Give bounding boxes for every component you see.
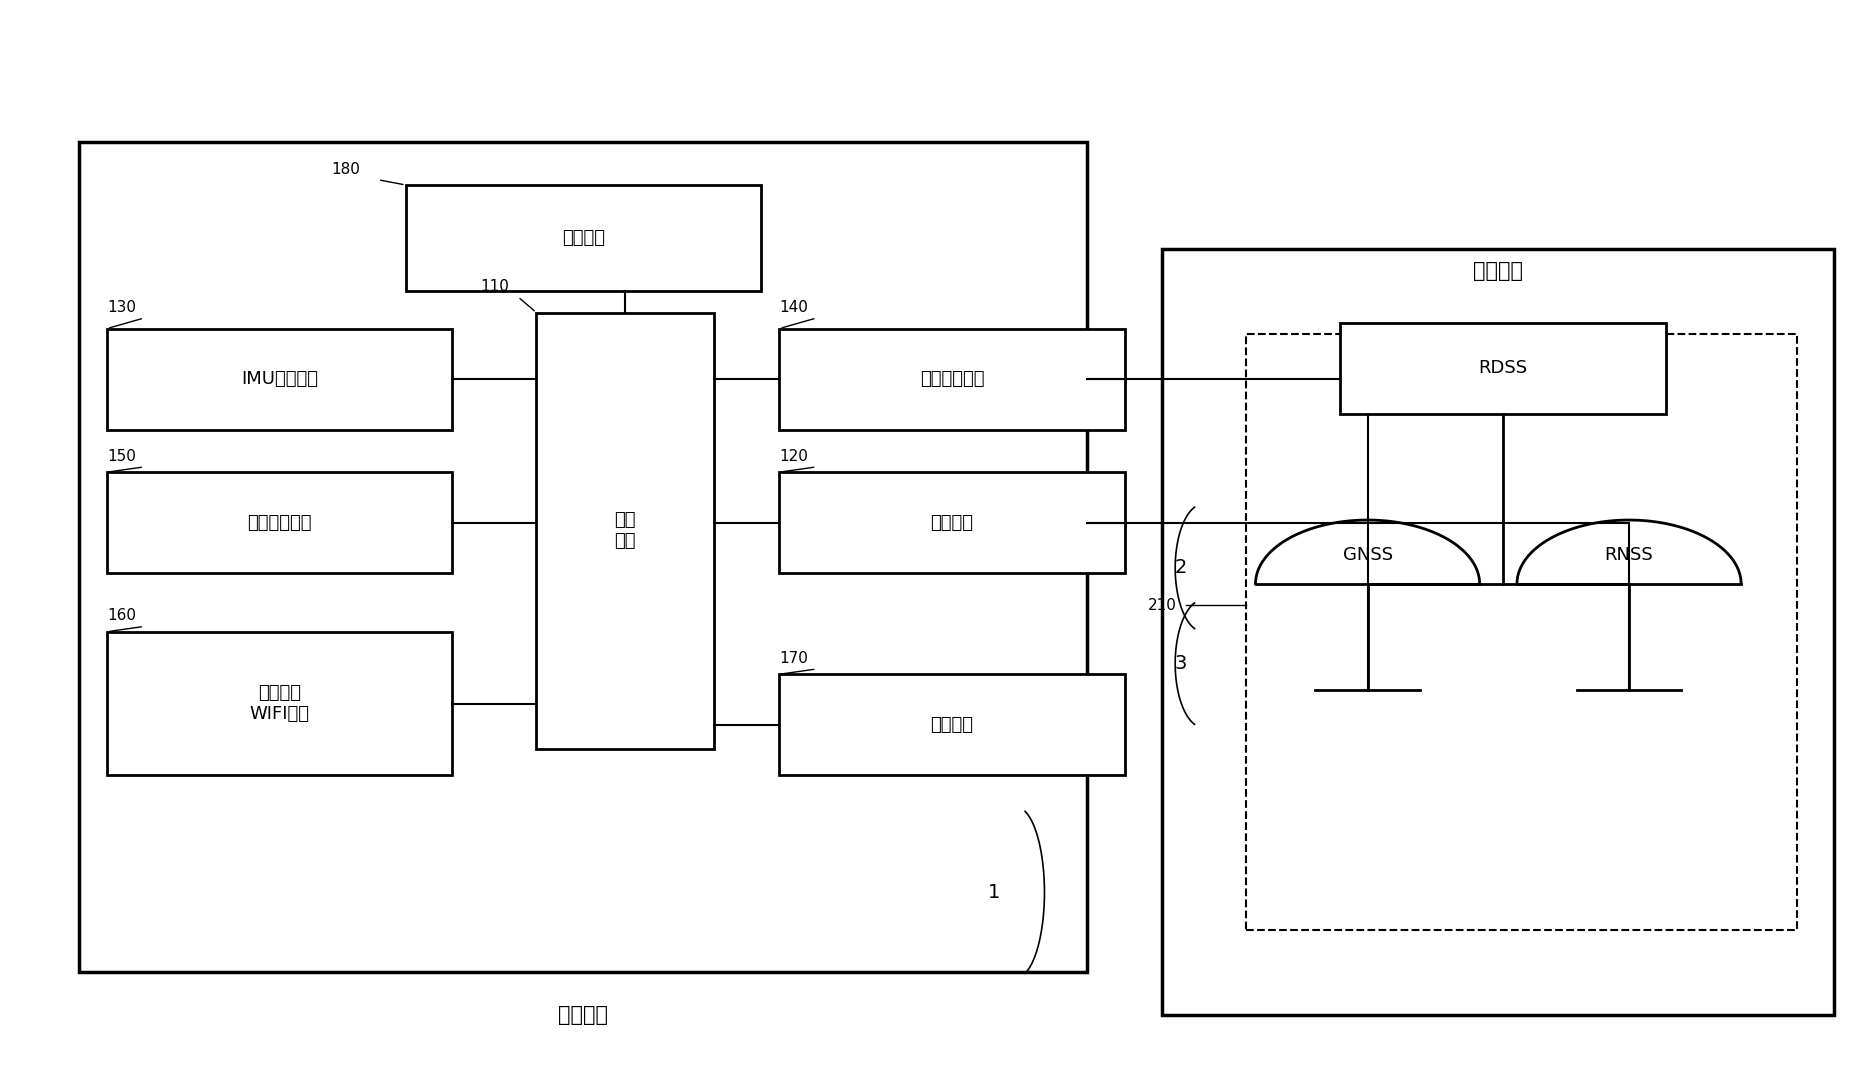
Bar — [1339, 324, 1666, 414]
Text: 3: 3 — [1174, 654, 1188, 673]
Bar — [107, 631, 452, 775]
Text: 130: 130 — [107, 300, 135, 315]
Text: RNSS: RNSS — [1604, 546, 1653, 564]
Text: 150: 150 — [107, 449, 135, 464]
Bar — [779, 472, 1126, 574]
Text: 控制
模块: 控制 模块 — [615, 511, 636, 550]
Text: 导航模块: 导航模块 — [930, 513, 974, 532]
Bar — [405, 185, 760, 292]
Text: 210: 210 — [1148, 597, 1176, 612]
Text: IMU测量模块: IMU测量模块 — [242, 370, 319, 388]
Bar — [107, 472, 452, 574]
Bar — [79, 143, 1088, 972]
Bar — [779, 674, 1126, 775]
Text: 170: 170 — [779, 651, 809, 666]
Text: 120: 120 — [779, 449, 809, 464]
Text: GNSS: GNSS — [1343, 546, 1392, 564]
Text: 北斗数传模块: 北斗数传模块 — [919, 370, 985, 388]
Text: 数据存储模块: 数据存储模块 — [248, 513, 311, 532]
Text: 本地无线
WIFI模块: 本地无线 WIFI模块 — [250, 684, 310, 723]
Bar — [1161, 249, 1835, 1015]
Text: 1: 1 — [989, 883, 1000, 902]
Text: 180: 180 — [330, 162, 360, 177]
Text: 舡内组件: 舡内组件 — [559, 1004, 608, 1025]
Text: 集成电池: 集成电池 — [561, 229, 604, 248]
Bar — [1246, 333, 1797, 929]
Text: 110: 110 — [480, 279, 508, 294]
Bar — [107, 329, 452, 430]
Bar — [779, 329, 1126, 430]
Text: 2: 2 — [1174, 559, 1188, 578]
Text: 蓝牙模块: 蓝牙模块 — [930, 716, 974, 734]
Text: RDSS: RDSS — [1478, 359, 1527, 377]
Bar — [537, 313, 715, 748]
Text: 160: 160 — [107, 608, 135, 623]
Text: 140: 140 — [779, 300, 809, 315]
Text: 舡外组件: 舡外组件 — [1473, 260, 1523, 281]
